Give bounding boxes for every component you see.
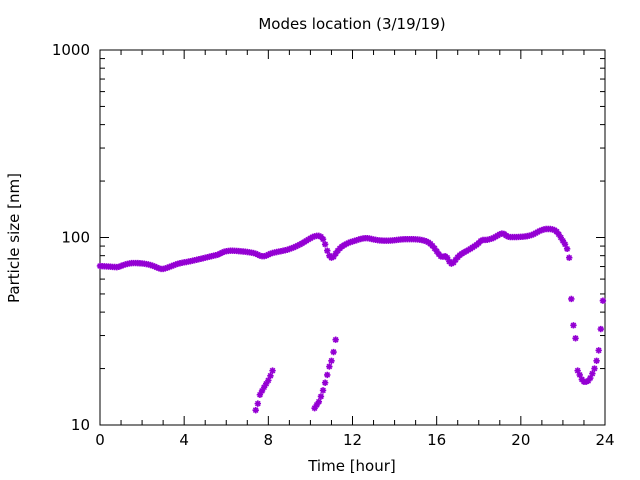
x-tick-label: 16 bbox=[427, 431, 446, 449]
x-tick-label: 0 bbox=[95, 431, 105, 449]
data-point bbox=[265, 377, 272, 384]
data-point bbox=[315, 398, 323, 405]
data-point bbox=[326, 363, 333, 370]
data-point bbox=[553, 228, 560, 235]
data-point bbox=[309, 233, 316, 241]
data-point bbox=[599, 297, 607, 304]
data-point bbox=[431, 245, 438, 252]
data-point bbox=[260, 384, 268, 391]
data-point bbox=[256, 391, 264, 398]
data-point bbox=[443, 254, 451, 261]
data-point bbox=[332, 336, 339, 343]
x-axis-label: Time [hour] bbox=[307, 457, 396, 475]
data-point bbox=[488, 235, 495, 242]
y-tick-label: 10 bbox=[71, 416, 90, 434]
x-tick-label: 12 bbox=[343, 431, 362, 449]
data-point bbox=[345, 239, 352, 247]
data-point bbox=[477, 237, 485, 245]
data-point bbox=[151, 263, 158, 270]
data-point bbox=[319, 235, 327, 243]
data-point bbox=[317, 393, 325, 400]
data-point bbox=[582, 378, 590, 385]
data-point bbox=[319, 387, 327, 394]
y-tick-labels: 10 100 1000 bbox=[52, 41, 90, 434]
data-point bbox=[324, 247, 331, 254]
data-points bbox=[96, 225, 607, 414]
y-tick-label: 1000 bbox=[52, 41, 90, 59]
data-point bbox=[117, 262, 125, 270]
data-point bbox=[566, 254, 573, 261]
data-point bbox=[168, 262, 175, 270]
data-point bbox=[321, 241, 329, 248]
data-point bbox=[315, 232, 323, 240]
x-tick-labels: 0 4 8 12 16 20 24 bbox=[95, 431, 614, 449]
data-point bbox=[269, 367, 276, 374]
data-point bbox=[452, 256, 459, 264]
data-point bbox=[332, 250, 339, 257]
data-point bbox=[166, 263, 173, 271]
data-point bbox=[252, 406, 259, 414]
data-point bbox=[288, 245, 295, 252]
x-tick-label: 4 bbox=[179, 431, 189, 449]
data-point bbox=[321, 379, 329, 386]
data-point bbox=[330, 253, 337, 260]
data-point bbox=[324, 371, 331, 379]
data-point bbox=[591, 365, 598, 372]
data-point bbox=[149, 262, 156, 269]
data-point bbox=[290, 244, 297, 251]
axis-ticks bbox=[99, 49, 606, 426]
data-point bbox=[153, 264, 161, 271]
y-tick-label: 100 bbox=[61, 229, 90, 247]
data-point bbox=[587, 374, 594, 382]
data-point bbox=[559, 237, 567, 245]
y-axis-label: Particle size [nm] bbox=[5, 173, 23, 303]
data-point bbox=[429, 242, 436, 250]
data-point bbox=[330, 348, 337, 356]
x-tick-label: 24 bbox=[595, 431, 614, 449]
data-point bbox=[597, 325, 604, 333]
data-point bbox=[263, 380, 270, 387]
data-point bbox=[115, 263, 123, 270]
data-point bbox=[555, 231, 562, 238]
x-tick-label: 20 bbox=[511, 431, 530, 449]
data-point bbox=[450, 259, 457, 266]
chart-title: Modes location (3/19/19) bbox=[258, 15, 445, 33]
data-point bbox=[570, 322, 577, 329]
data-point bbox=[593, 357, 600, 364]
data-point bbox=[433, 248, 440, 255]
data-point bbox=[576, 371, 583, 379]
data-point bbox=[311, 404, 318, 412]
x-tick-label: 8 bbox=[264, 431, 274, 449]
data-point bbox=[258, 387, 266, 395]
data-point bbox=[328, 357, 335, 364]
data-point bbox=[574, 367, 581, 374]
data-point bbox=[164, 264, 171, 271]
data-point bbox=[267, 372, 274, 379]
data-point bbox=[584, 377, 592, 385]
data-point bbox=[561, 241, 569, 248]
data-point bbox=[568, 295, 575, 303]
data-point bbox=[589, 370, 596, 377]
data-point bbox=[572, 335, 579, 342]
data-point bbox=[313, 401, 320, 409]
data-point bbox=[595, 347, 602, 354]
data-point bbox=[557, 234, 565, 241]
data-point bbox=[563, 245, 571, 253]
data-point bbox=[254, 400, 262, 407]
